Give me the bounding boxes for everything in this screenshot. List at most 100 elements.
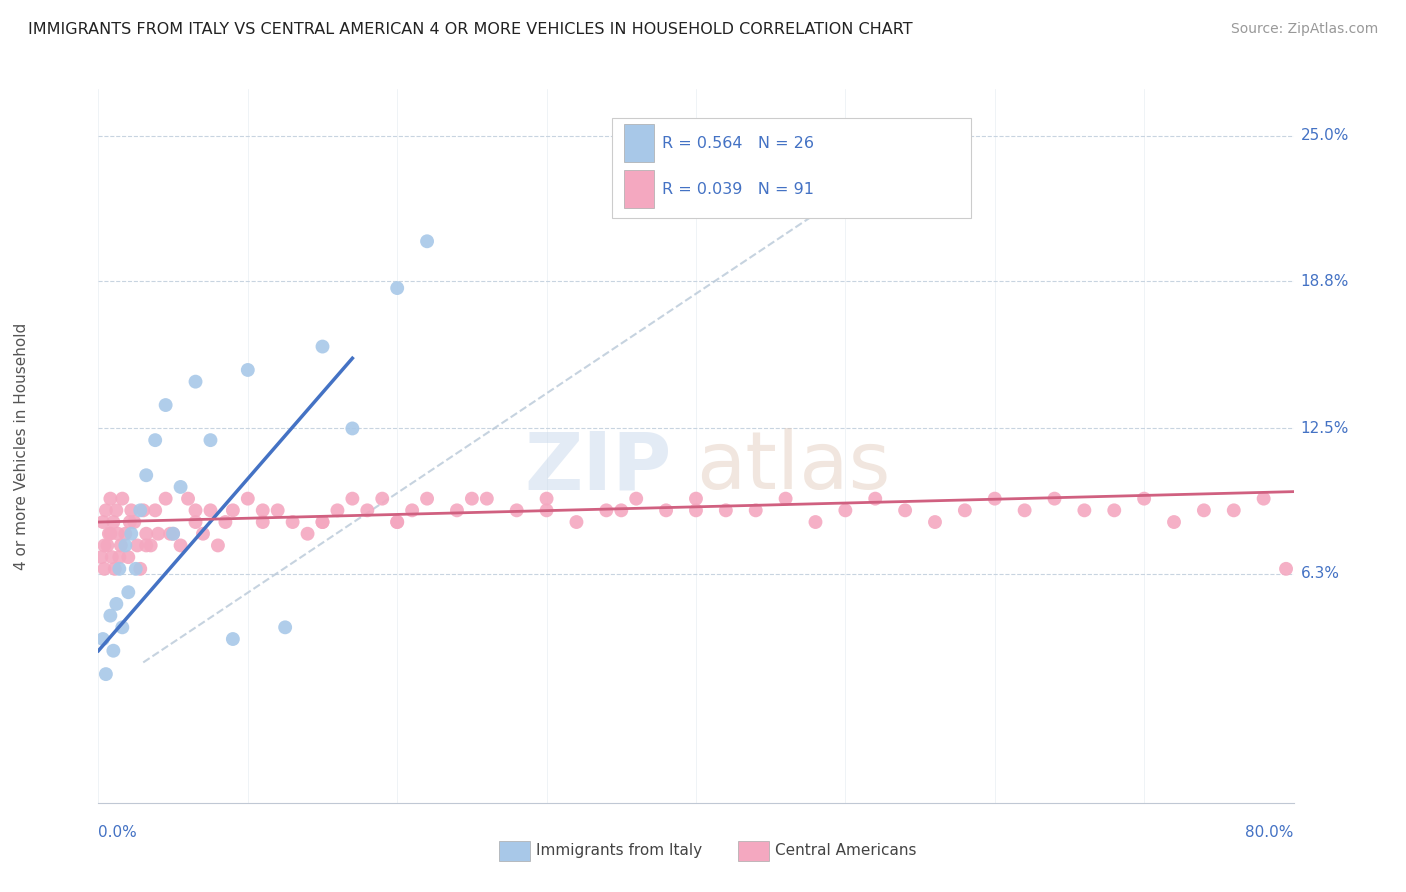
Point [461,491,484,506]
Point [127,538,149,552]
Text: R = 0.039   N = 91: R = 0.039 N = 91 [661,182,814,197]
Text: atlas: atlas [696,428,890,507]
Text: 18.8%: 18.8% [1301,274,1348,288]
Point [1222,503,1246,517]
Point [97,526,120,541]
Point [385,515,409,529]
Point [894,503,917,517]
Point [1275,562,1298,576]
Point [416,491,439,506]
Point [267,503,290,517]
Point [132,503,155,517]
Point [1043,491,1066,506]
Point [117,585,139,599]
Point [118,515,141,529]
Point [143,433,166,447]
Point [114,538,136,552]
Point [184,515,207,529]
Point [129,562,152,576]
Point [94,503,117,517]
Text: 80.0%: 80.0% [1246,825,1294,840]
Text: R = 0.564   N = 26: R = 0.564 N = 26 [661,136,814,152]
Point [1014,503,1036,517]
Point [1253,491,1275,506]
Point [184,375,207,389]
Point [200,433,222,447]
Point [120,503,142,517]
Point [135,526,157,541]
Point [108,562,131,576]
Point [200,503,222,517]
Text: 4 or more Vehicles in Household: 4 or more Vehicles in Household [14,322,28,570]
Point [103,644,125,658]
Point [148,526,170,541]
Point [297,526,319,541]
Point [207,538,229,552]
Point [983,491,1005,506]
Point [953,503,976,517]
Text: 0.0%: 0.0% [98,825,138,840]
Point [536,503,558,517]
Point [326,503,349,517]
Point [536,491,558,506]
Text: ZIP: ZIP [524,428,672,507]
Point [371,491,394,506]
Point [105,503,128,517]
Point [714,503,737,517]
Point [111,491,134,506]
Point [101,550,124,565]
Point [624,491,647,506]
Point [129,503,152,517]
Point [745,503,768,517]
Text: 25.0%: 25.0% [1301,128,1348,144]
Point [169,480,191,494]
Point [1133,491,1156,506]
Text: Immigrants from Italy: Immigrants from Italy [536,844,702,858]
Point [159,526,181,541]
Point [91,515,114,529]
Point [107,526,129,541]
Point [169,538,191,552]
Text: 12.5%: 12.5% [1301,421,1348,436]
Point [93,538,115,552]
Point [98,608,122,623]
Point [124,515,146,529]
Point [1073,503,1095,517]
Point [222,503,245,517]
Point [416,234,439,248]
Point [1192,503,1215,517]
Point [274,620,297,634]
Point [111,620,134,634]
Point [191,526,214,541]
Text: Central Americans: Central Americans [775,844,917,858]
Point [311,340,333,354]
Point [863,491,886,506]
Point [155,491,177,506]
Point [91,632,114,646]
Point [342,491,364,506]
Point [1163,515,1185,529]
Point [446,503,468,517]
Point [155,398,177,412]
Point [610,503,633,517]
Point [311,515,333,529]
Point [401,503,423,517]
Point [475,491,498,506]
Point [135,538,157,552]
Point [311,515,333,529]
Point [385,281,409,295]
Point [236,491,259,506]
Point [834,503,856,517]
Point [1102,503,1125,517]
Point [139,538,162,552]
Point [924,515,946,529]
Point [143,503,166,517]
Point [110,538,132,552]
Point [252,515,274,529]
Text: IMMIGRANTS FROM ITALY VS CENTRAL AMERICAN 4 OR MORE VEHICLES IN HOUSEHOLD CORREL: IMMIGRANTS FROM ITALY VS CENTRAL AMERICA… [28,22,912,37]
Point [356,503,378,517]
Point [252,503,274,517]
Point [281,515,304,529]
Point [177,491,200,506]
Point [114,526,136,541]
